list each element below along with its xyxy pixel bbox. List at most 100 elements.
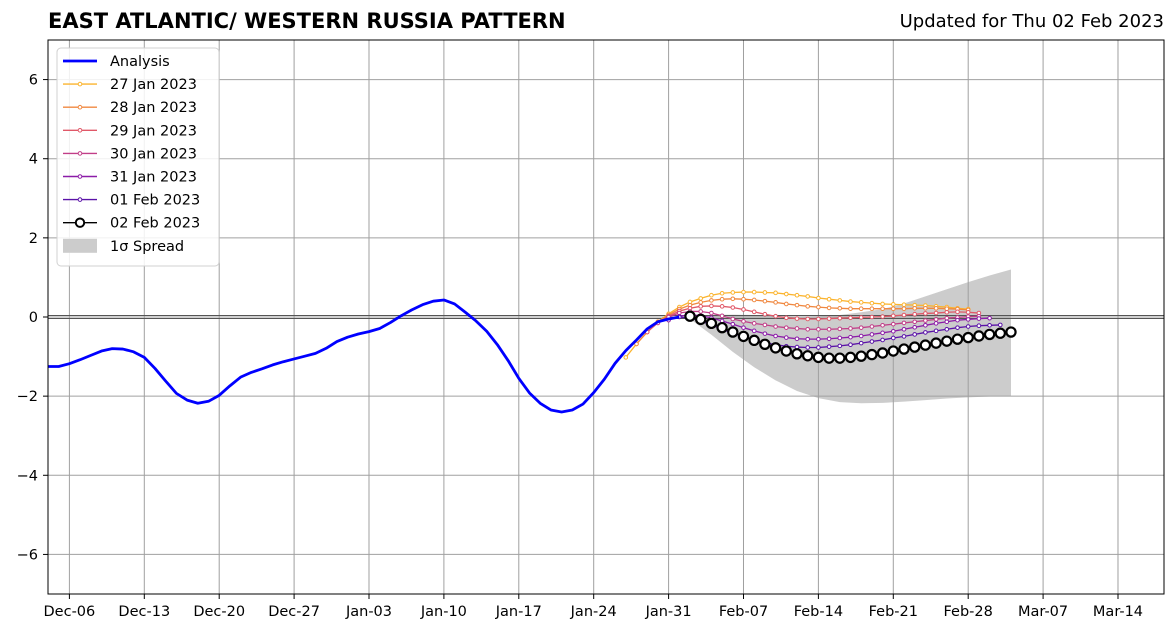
legend-swatch: [63, 238, 97, 253]
forecast-point: [719, 296, 725, 302]
forecast-point: [848, 299, 853, 304]
forecast-point: [837, 326, 843, 332]
forecast-point: [848, 326, 853, 331]
forecast-point: [880, 330, 885, 336]
forecast-point: [812, 351, 825, 364]
legend-label: 02 Feb 2023: [110, 216, 200, 232]
forecast-point: [698, 304, 703, 309]
forecast-point: [880, 337, 885, 343]
forecast-point: [933, 317, 939, 322]
forecast-point: [869, 339, 875, 344]
forecast-point: [923, 323, 928, 328]
forecast-point: [987, 315, 992, 321]
forecast-point: [826, 316, 832, 321]
y-tick-label: 4: [29, 152, 38, 168]
forecast-point: [816, 304, 821, 310]
forecast-point: [805, 326, 810, 332]
forecast-point: [869, 324, 875, 329]
forecast-point: [869, 314, 875, 320]
forecast-point: [848, 342, 853, 348]
x-tick-label: Feb-21: [869, 604, 918, 620]
legend-box: [56, 47, 220, 267]
forecast-point: [944, 319, 950, 325]
forecast-point: [887, 345, 899, 357]
forecast-point: [880, 301, 885, 307]
forecast-point: [794, 302, 800, 308]
forecast-point: [698, 300, 703, 305]
forecast-point: [805, 336, 810, 342]
forecast-point: [709, 298, 714, 303]
forecast-point: [858, 340, 864, 346]
legend-label: 28 Jan 2023: [110, 100, 197, 116]
forecast-point: [983, 328, 996, 341]
forecast-point: [826, 344, 832, 349]
forecast-point: [869, 306, 875, 311]
forecast-point: [965, 317, 971, 322]
y-tick-label: 6: [29, 73, 38, 89]
forecast-point: [730, 316, 736, 322]
forecast-point: [901, 306, 907, 311]
forecast-point: [801, 350, 814, 362]
forecast-point: [997, 322, 1003, 328]
forecast-point: [848, 334, 853, 340]
x-tick-label: Jan-03: [345, 604, 392, 620]
legend-marker: [77, 151, 83, 156]
forecast-point: [816, 336, 821, 342]
forecast-point: [858, 315, 864, 320]
forecast-point: [783, 315, 789, 321]
analysis-line: [48, 298, 680, 414]
chart-updated-date: Updated for Thu 02 Feb 2023: [899, 11, 1164, 32]
x-tick-label: Jan-24: [570, 604, 617, 620]
forecast-point: [858, 306, 864, 311]
legend-label: 1σ Spread: [110, 239, 184, 255]
forecast-point: [684, 310, 696, 322]
forecast-point: [741, 289, 746, 295]
x-tick-label: Dec-20: [193, 604, 245, 620]
forecast-point: [890, 313, 896, 319]
legend-marker: [77, 81, 83, 87]
forecast-point: [730, 321, 736, 327]
forecast-point: [898, 343, 910, 355]
forecast-point: [919, 339, 932, 351]
forecast-point: [901, 320, 907, 326]
forecast-point: [837, 305, 843, 311]
forecast-point: [912, 311, 917, 317]
legend-label: 27 Jan 2023: [110, 77, 197, 93]
forecast-point: [826, 305, 832, 311]
forecast-point: [709, 303, 714, 309]
forecast-point: [794, 292, 800, 298]
forecast-point: [762, 290, 768, 295]
forecast-point: [901, 302, 907, 308]
forecast-point: [791, 348, 803, 360]
forecast-point: [826, 336, 832, 342]
forecast-point: [730, 296, 736, 302]
forecast-point: [933, 305, 939, 311]
legend-label: 29 Jan 2023: [110, 123, 197, 139]
y-tick-label: −6: [17, 547, 38, 563]
forecast-point: [805, 304, 810, 309]
forecast-point: [912, 319, 917, 325]
axis-layer: Dec-06 Dec-13 Dec-20 Dec-27 Jan-03 Jan-10 Jan-…: [17, 39, 1165, 620]
forecast-point: [876, 347, 889, 359]
legend-label: Analysis: [110, 54, 170, 70]
forecast-point: [890, 335, 896, 341]
forecast-point: [773, 313, 778, 319]
forecast-point: [805, 345, 810, 350]
x-tick-label: Feb-28: [944, 604, 993, 620]
legend-label: 01 Feb 2023: [110, 193, 200, 209]
legend-label: 31 Jan 2023: [110, 170, 197, 186]
forecast-point: [623, 355, 629, 360]
forecast-point: [780, 345, 792, 357]
forecast-point: [869, 300, 875, 306]
forecast-point: [962, 331, 974, 344]
forecast-point: [759, 338, 771, 351]
forecast-point: [869, 332, 875, 337]
forecast-point: [923, 311, 928, 316]
forecast-point: [769, 342, 782, 354]
forecast-point: [858, 333, 864, 339]
forecast-point: [794, 336, 800, 342]
forecast-point: [834, 352, 846, 364]
legend-marker: [77, 128, 83, 133]
x-tick-label: Dec-13: [118, 604, 170, 620]
